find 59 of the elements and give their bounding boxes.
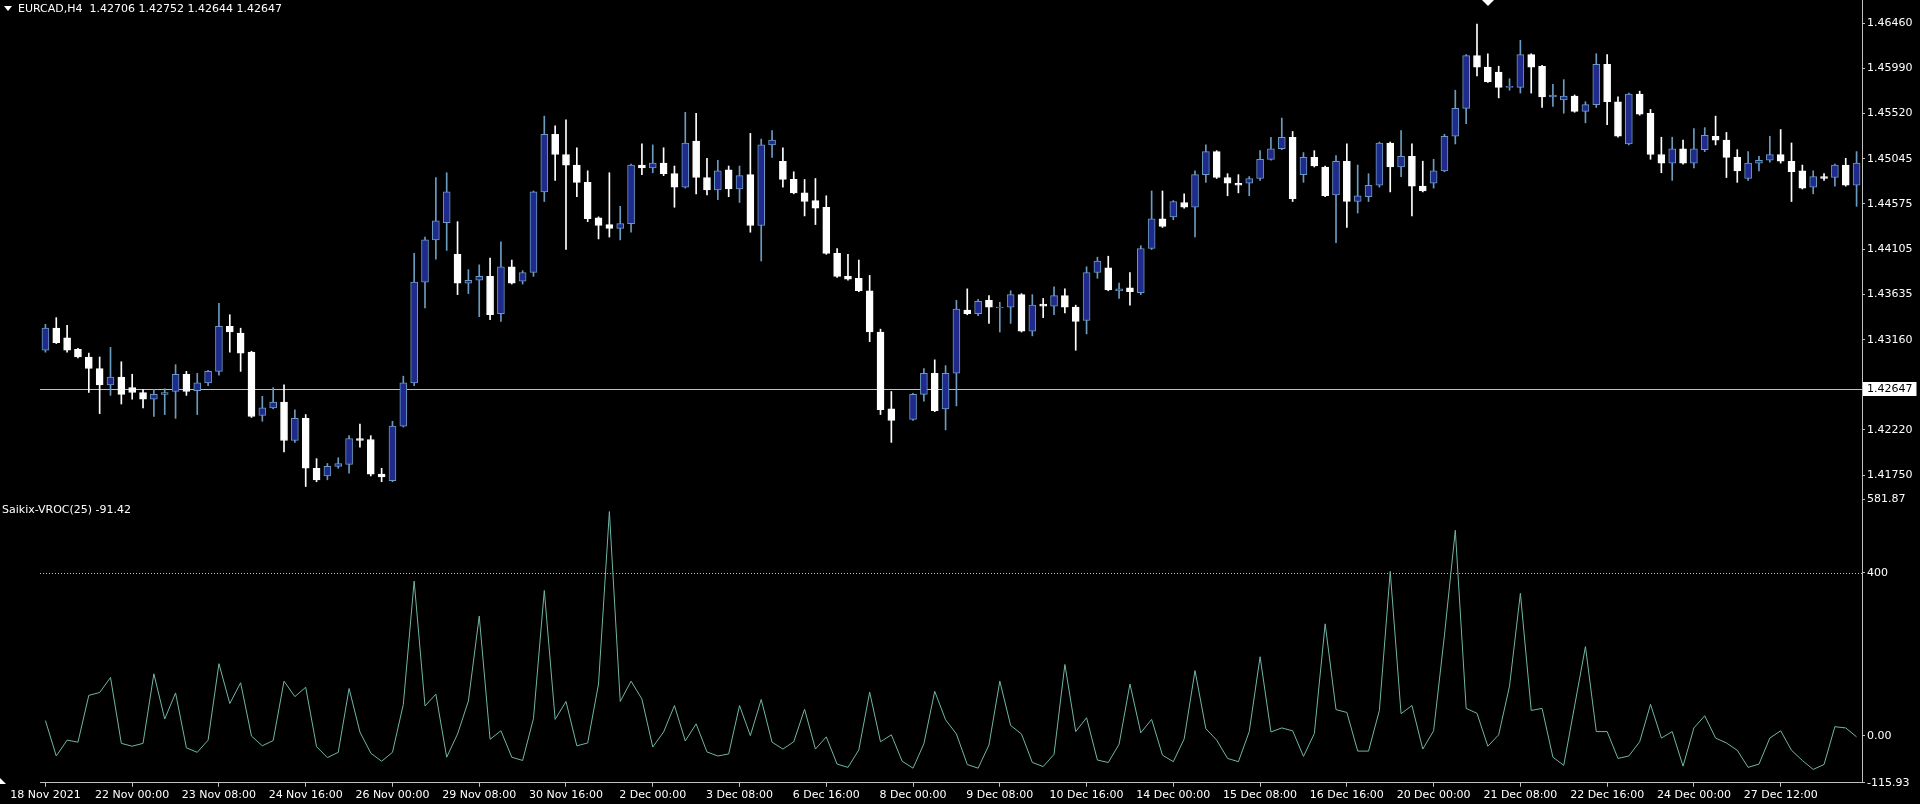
- y-tick-label: 0.00: [1867, 728, 1892, 742]
- x-tick-label: 18 Nov 2021: [10, 788, 81, 802]
- x-tick-label: 29 Nov 08:00: [442, 788, 517, 802]
- candlestick: [1397, 130, 1405, 177]
- candlestick: [432, 177, 440, 260]
- x-tick-label: 6 Dec 16:00: [792, 788, 860, 802]
- x-tick-label: 22 Nov 00:00: [95, 788, 170, 802]
- y-tick-label: 1.41750: [1867, 467, 1913, 481]
- candlestick: [648, 144, 657, 174]
- x-tick-label: 2 Dec 00:00: [619, 788, 687, 802]
- x-tick-label: 15 Dec 08:00: [1223, 788, 1298, 802]
- candlestick: [475, 264, 484, 317]
- y-tick-label: 1.42220: [1867, 422, 1913, 436]
- candlestick: [616, 205, 625, 241]
- x-tick-label: 27 Dec 12:00: [1743, 788, 1818, 802]
- y-tick-label: -115.93: [1867, 775, 1910, 789]
- x-tick-label: 9 Dec 08:00: [966, 788, 1034, 802]
- y-tick-label: 1.43160: [1867, 332, 1913, 346]
- x-tick-label: 21 Dec 08:00: [1483, 788, 1558, 802]
- candlestick: [193, 372, 202, 415]
- candlestick: [995, 301, 1004, 333]
- x-tick-label: 3 Dec 08:00: [706, 788, 774, 802]
- x-tick-label: 23 Nov 08:00: [181, 788, 257, 802]
- x-tick-label: 16 Dec 16:00: [1309, 788, 1384, 802]
- y-tick-label: 1.45045: [1867, 151, 1913, 165]
- candlestick: [768, 130, 776, 158]
- ref-line-label: 1.42647: [1867, 382, 1913, 396]
- y-tick-label: 1.44575: [1867, 196, 1913, 210]
- chart-title: Saikix-VROC(25) -91.42: [2, 503, 132, 516]
- x-tick-label: 20 Dec 00:00: [1396, 788, 1471, 802]
- x-tick-label: 24 Dec 00:00: [1656, 788, 1731, 802]
- x-tick-label: 14 Dec 00:00: [1136, 788, 1211, 802]
- y-tick-label: 1.46460: [1867, 15, 1913, 29]
- x-tick-label: 24 Nov 16:00: [268, 788, 343, 802]
- x-tick-label: 8 Dec 00:00: [879, 788, 947, 802]
- candlestick: [128, 373, 137, 400]
- candlestick: [356, 423, 364, 448]
- candlestick: [562, 119, 570, 250]
- x-tick-label: 10 Dec 16:00: [1049, 788, 1124, 802]
- candlestick: [1115, 282, 1123, 299]
- candlestick: [1765, 135, 1774, 163]
- x-tick-label: 30 Nov 16:00: [528, 788, 604, 802]
- y-tick-label: 400: [1867, 565, 1888, 579]
- candlestick: [1353, 164, 1362, 214]
- candlestick: [844, 253, 852, 281]
- y-tick-label: 1.43635: [1867, 286, 1913, 300]
- candlestick: [985, 295, 993, 324]
- candlestick: [160, 388, 169, 415]
- candlestick: [1418, 160, 1427, 193]
- y-tick-label: 1.44105: [1867, 241, 1913, 255]
- candlestick: [1473, 23, 1481, 77]
- y-tick-label: 1.45520: [1867, 106, 1913, 120]
- y-tick-label: 1.45990: [1867, 60, 1913, 74]
- candlestick: [150, 389, 158, 417]
- candlestick: [225, 314, 234, 353]
- x-tick-label: 22 Dec 16:00: [1570, 788, 1645, 802]
- y-tick-label: 581.87: [1867, 491, 1906, 505]
- chart-title: EURCAD,H4 1.42706 1.42752 1.42644 1.42647: [18, 2, 282, 15]
- x-tick-label: 26 Nov 00:00: [355, 788, 430, 802]
